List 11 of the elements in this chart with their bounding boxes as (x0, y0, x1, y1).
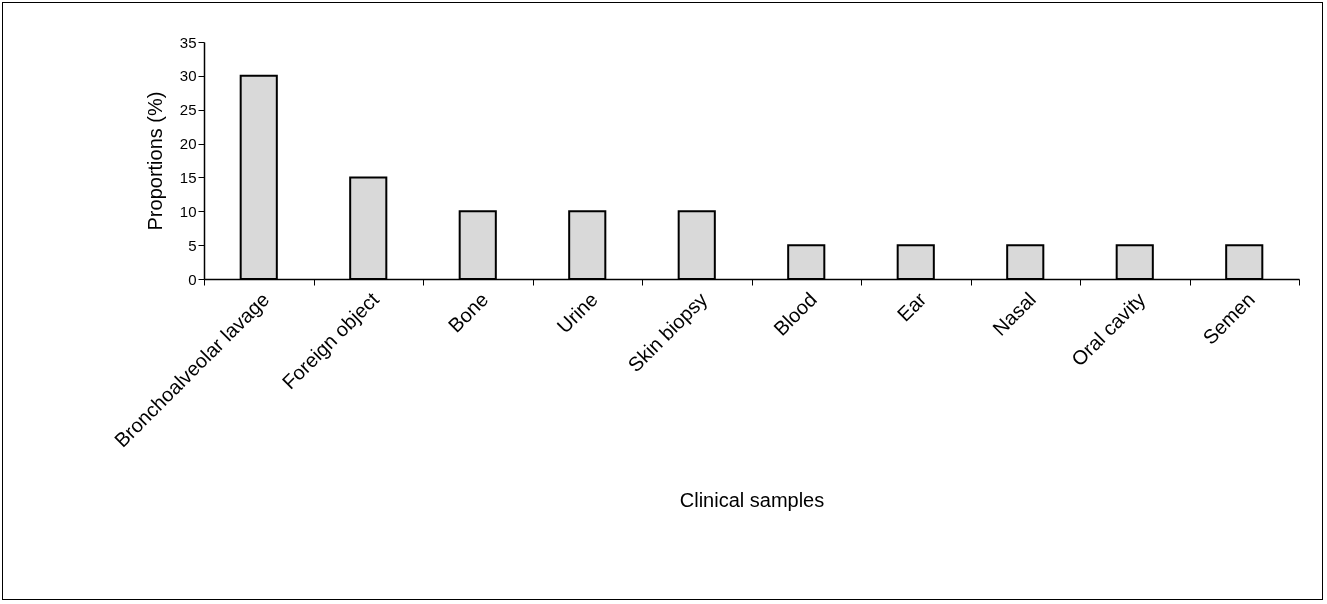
y-tick-label: 25 (179, 101, 197, 119)
y-tick-label: 5 (188, 236, 197, 254)
y-tick-label: 30 (179, 67, 197, 85)
x-tick-label: Ear (892, 287, 931, 326)
y-tick-label: 0 (188, 270, 197, 288)
y-tick-label: 10 (179, 202, 197, 220)
y-tick-label: 15 (179, 168, 197, 186)
y-axis-title: Proportions (%) (143, 91, 166, 231)
y-tick-label: 35 (179, 33, 197, 51)
x-axis-title: Clinical samples (679, 489, 825, 512)
y-tick-label: 20 (179, 135, 197, 153)
